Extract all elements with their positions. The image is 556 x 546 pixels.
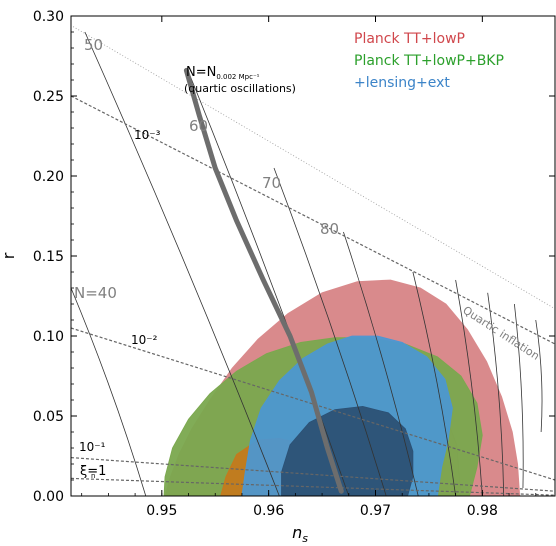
contour-5 — [281, 405, 414, 496]
efold-line-7 — [514, 303, 524, 489]
xi-line-1 — [71, 327, 555, 481]
efold-label-50: 50 — [84, 36, 103, 54]
lines-layer — [71, 24, 555, 496]
efold-line-3 — [343, 231, 419, 496]
ticks-layer: 0.95 0.96 0.97 0.98 0.00 0.05 0.10 0.15 0.20 0.25… — [33, 9, 555, 519]
y-tick-label-0: 0.00 — [33, 489, 64, 505]
efold-line-2 — [273, 167, 387, 496]
x-tick-label-3: 0.98 — [467, 503, 498, 519]
y-tick-label-5: 0.25 — [33, 89, 64, 105]
xi-label-1e-3: 10⁻³ — [134, 128, 161, 142]
thick-line-sublabel: (quartic oscillations) — [184, 82, 296, 95]
thick-line — [183, 67, 344, 494]
efold-line-0 — [84, 31, 280, 496]
xi-line-3 — [71, 477, 555, 496]
labels-layer: 50 60 70 80 N=40 10⁻³ 10⁻² 10⁻¹ — [74, 36, 339, 454]
y-tick-label-6: 0.30 — [33, 9, 64, 25]
y-tick-label-1: 0.05 — [33, 409, 64, 425]
xi-subscript: n — [91, 472, 95, 480]
xi-one-label: ξ=1 — [80, 464, 106, 479]
legend-entry-2: +lensing+ext — [354, 75, 450, 91]
y-tick-label-3: 0.15 — [33, 249, 64, 265]
y-tick-label-2: 0.10 — [33, 329, 64, 345]
y-axis-label: r — [0, 252, 18, 259]
quartic-inflation-line — [71, 24, 555, 310]
xi-line-2 — [71, 457, 555, 492]
legend-entry-0: Planck TT+lowP — [354, 31, 465, 47]
x-axis-label: ns — [292, 523, 308, 545]
efold-line-5 — [455, 279, 483, 496]
efold-label-40: N=40 — [74, 284, 117, 302]
y-tick-label-4: 0.20 — [33, 169, 64, 185]
efold-line-9 — [71, 287, 147, 496]
x-tick-label-2: 0.97 — [360, 503, 391, 519]
efold-label-70: 70 — [262, 174, 281, 192]
efold-line-1 — [188, 71, 350, 496]
xi-line-0 — [71, 95, 555, 345]
xi-label-1e-2: 10⁻² — [131, 333, 158, 347]
efold-label-60: 60 — [189, 117, 208, 135]
legend-entry-1: Planck TT+lowP+BKP — [354, 53, 504, 69]
contours-layer — [163, 279, 521, 496]
thick-line-label: N=N0.002 Mpc⁻¹ — [186, 65, 260, 81]
efold-line-6 — [487, 292, 505, 496]
x-tick-label-0: 0.95 — [146, 503, 177, 519]
thick-line-annotation: N=N0.002 Mpc⁻¹ (quartic oscillations) — [184, 65, 296, 95]
efold-line-8 — [535, 319, 543, 433]
efold-label-80: 80 — [320, 220, 339, 238]
x-tick-label-1: 0.96 — [253, 503, 284, 519]
efold-line-4 — [412, 271, 457, 496]
xi-label-1e-1: 10⁻¹ — [79, 440, 106, 454]
legend: Planck TT+lowP Planck TT+lowP+BKP +lensi… — [354, 31, 504, 91]
